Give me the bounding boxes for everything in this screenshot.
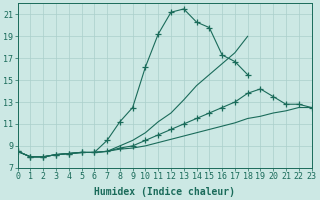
X-axis label: Humidex (Indice chaleur): Humidex (Indice chaleur): [94, 186, 235, 197]
